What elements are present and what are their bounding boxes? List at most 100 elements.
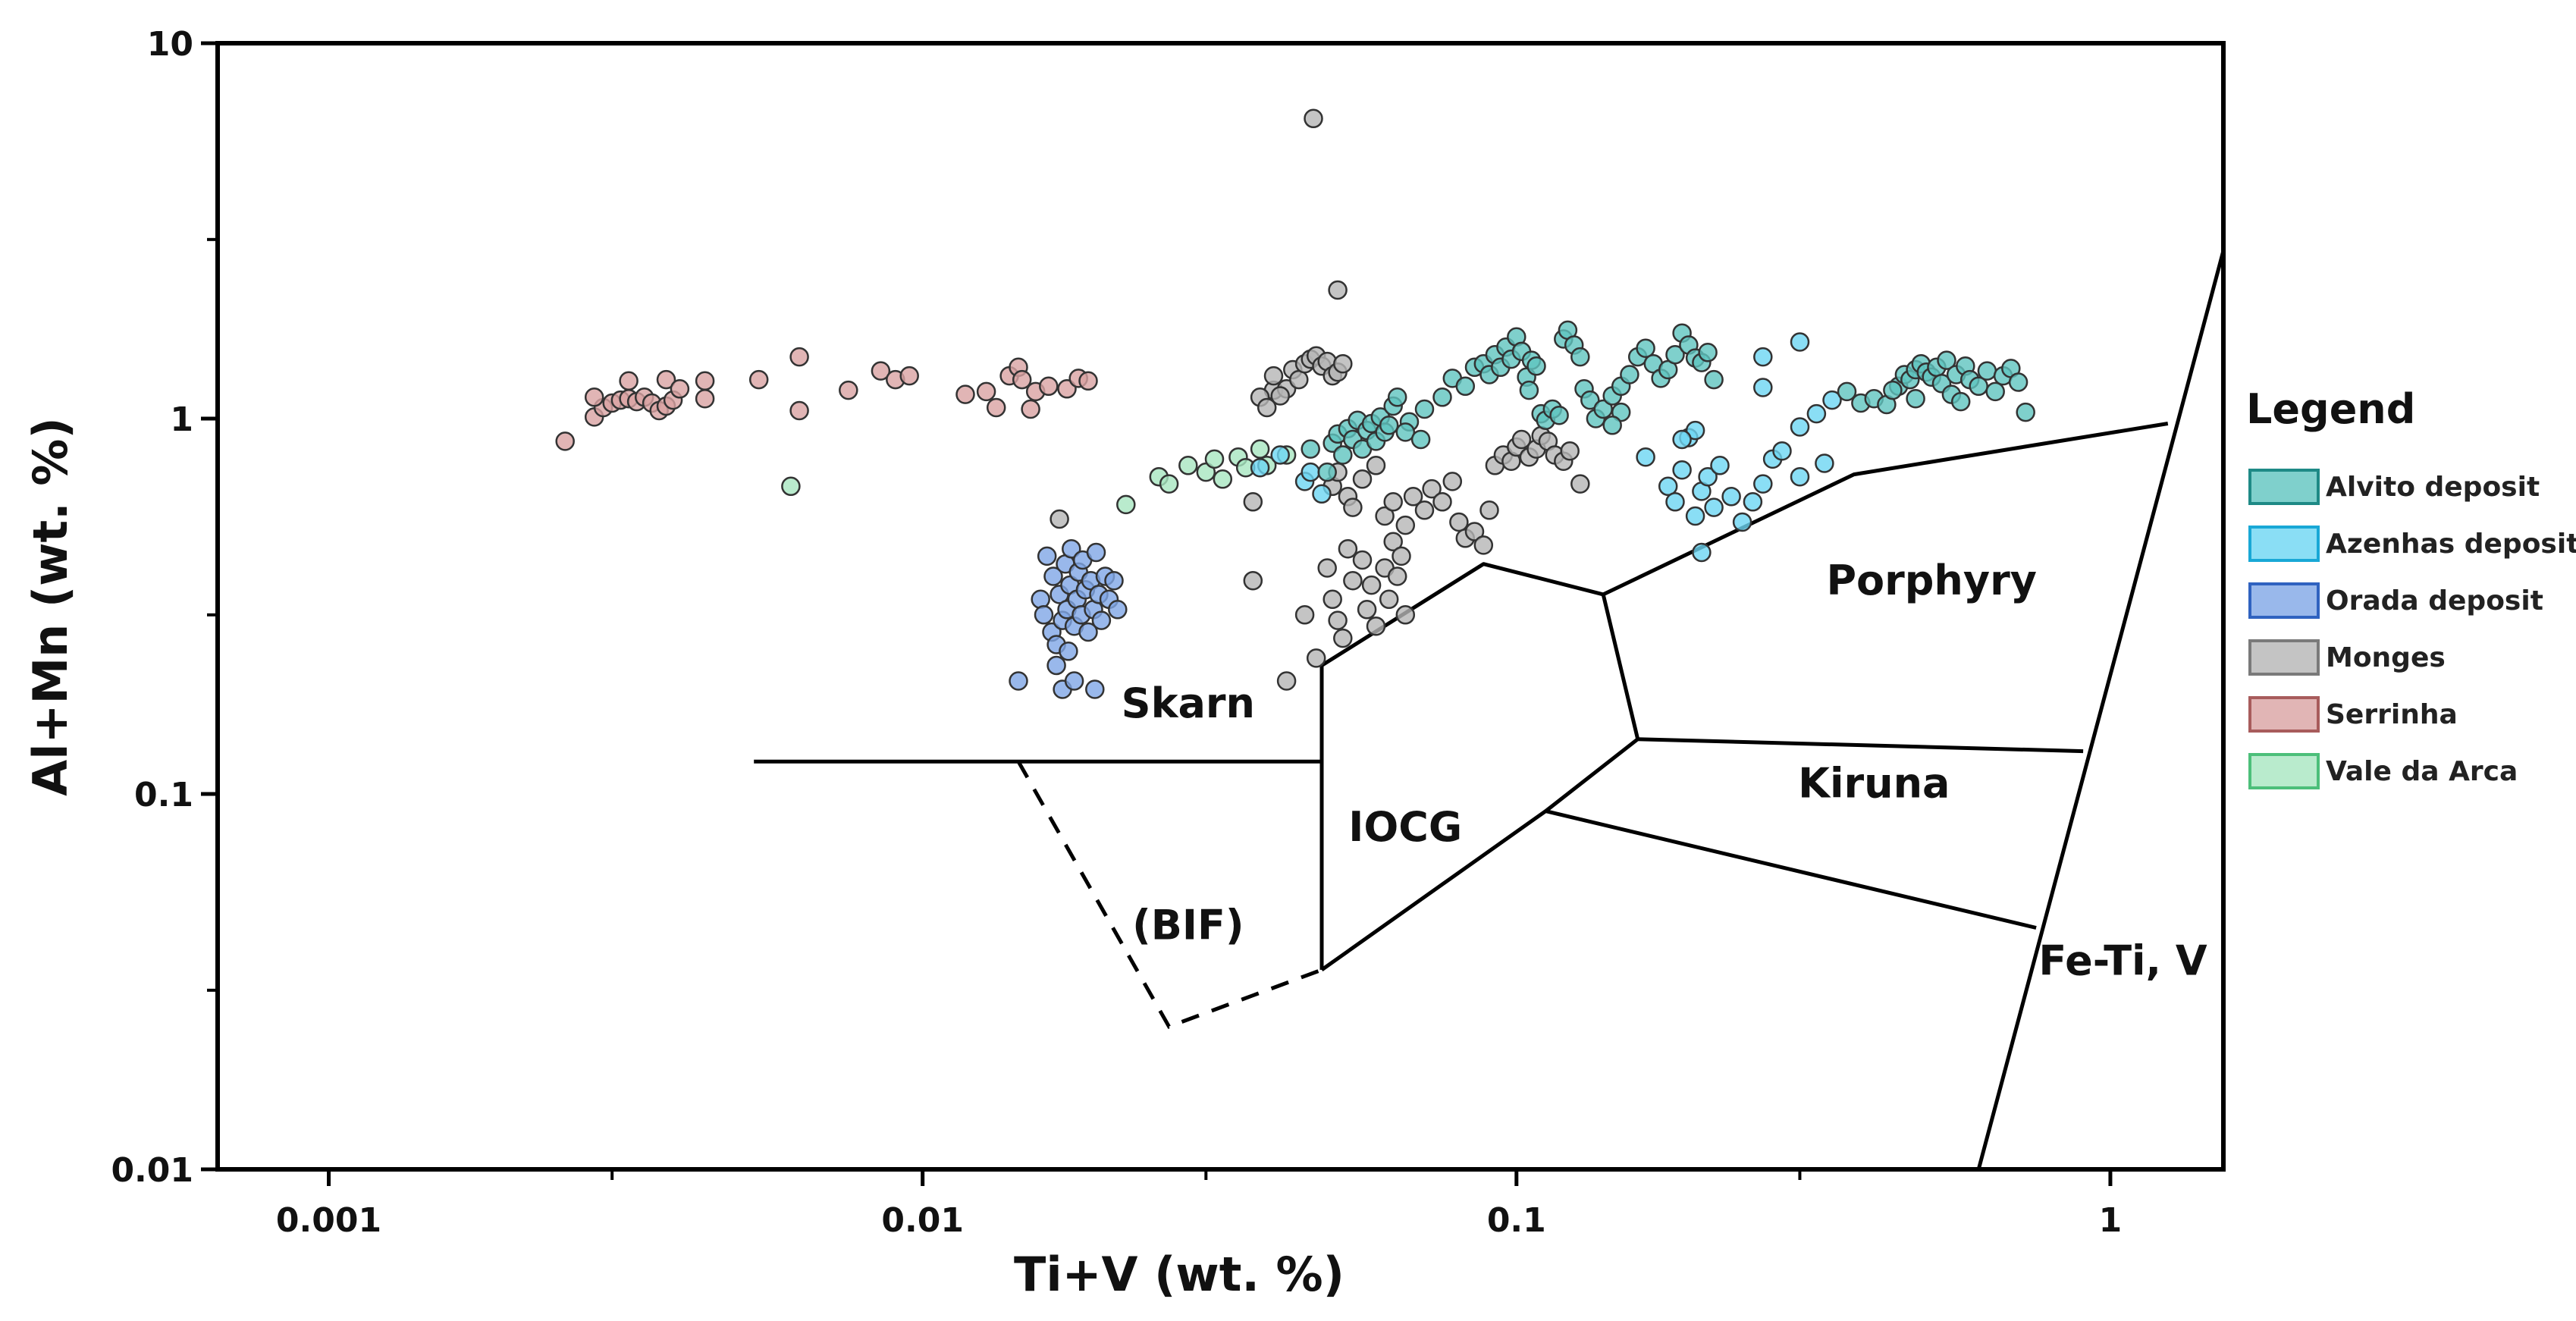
field-boundary-solid	[1976, 250, 2226, 1170]
point-alvito-deposit	[1570, 347, 1590, 367]
point-azenhas-deposit	[1743, 492, 1763, 512]
point-monges	[1328, 280, 1348, 300]
point-monges	[1560, 441, 1580, 461]
point-serrinha	[584, 388, 604, 407]
point-azenhas-deposit	[1672, 429, 1692, 450]
point-monges	[1366, 616, 1386, 636]
point-azenhas-deposit	[1301, 462, 1320, 482]
point-monges	[1395, 515, 1416, 535]
legend-swatch	[2248, 696, 2320, 733]
x-tick-label: 0.1	[1487, 1201, 1546, 1240]
point-monges	[1323, 589, 1342, 610]
point-serrinha	[1021, 399, 1040, 419]
y-tick-label: 0.1	[134, 776, 193, 814]
point-monges	[1511, 429, 1532, 450]
region-label-fe-ti-v: Fe-Ti, V	[2038, 937, 2207, 984]
point-serrinha	[871, 361, 891, 381]
point-monges	[1379, 589, 1399, 610]
point-serrinha	[695, 388, 715, 409]
point-serrinha	[1012, 369, 1032, 390]
point-alvito-deposit	[1620, 365, 1639, 384]
point-alvito-deposit	[1611, 402, 1631, 422]
point-monges	[1294, 605, 1315, 625]
point-monges	[1289, 369, 1309, 390]
point-azenhas-deposit	[1790, 417, 1810, 437]
point-alvito-deposit	[1455, 376, 1476, 397]
point-monges	[1449, 512, 1469, 532]
point-vale-da-arca	[1250, 439, 1270, 459]
x-axis-title: Ti+V (wt. %)	[1014, 1247, 1344, 1302]
point-azenhas-deposit	[1665, 492, 1685, 512]
point-alvito-deposit	[1906, 388, 1925, 409]
point-monges	[1357, 600, 1377, 620]
point-vale-da-arca	[781, 476, 801, 497]
point-orada-deposit	[1034, 605, 1054, 625]
point-alvito-deposit	[1414, 399, 1435, 419]
point-alvito-deposit	[1317, 462, 1337, 482]
data-points	[555, 108, 2035, 699]
point-serrinha	[748, 369, 769, 390]
point-monges	[1270, 386, 1290, 406]
point-azenhas-deposit	[1753, 347, 1773, 367]
point-orada-deposit	[1059, 642, 1078, 661]
region-label-porphyry: Porphyry	[1826, 557, 2036, 604]
legend-swatch	[2248, 469, 2320, 505]
point-azenhas-deposit	[1698, 466, 1718, 487]
point-orada-deposit	[1046, 655, 1066, 676]
point-vale-da-arca	[1159, 474, 1179, 494]
point-alvito-deposit	[1395, 422, 1416, 442]
region-labels: Skarn (BIF) IOCG Porphyry Kiruna Fe-Ti, V	[1122, 557, 2207, 984]
point-azenhas-deposit	[1685, 506, 1705, 526]
field-boundary-solid	[1319, 422, 2169, 970]
y-tick-label: 1	[170, 400, 193, 439]
point-alvito-deposit	[1301, 439, 1320, 459]
x-tick-label: 0.01	[881, 1201, 964, 1240]
point-alvito-deposit	[1379, 416, 1399, 435]
point-serrinha	[789, 347, 809, 367]
point-serrinha	[555, 431, 575, 451]
point-azenhas-deposit	[1636, 447, 1655, 467]
point-alvito-deposit	[1883, 380, 1903, 400]
point-azenhas-deposit	[1312, 484, 1332, 504]
region-label-kiruna: Kiruna	[1798, 759, 1950, 807]
axis-ticks: 0.001 0.01 0.1 1 0.01 0.1 1 10	[111, 25, 2122, 1240]
legend-label: Alvito deposit	[2326, 472, 2540, 503]
point-serrinha	[899, 366, 919, 386]
legend-swatch	[2248, 639, 2320, 676]
point-monges	[1432, 492, 1452, 512]
point-monges	[1383, 532, 1403, 552]
legend-swatch	[2248, 753, 2320, 789]
point-azenhas-deposit	[1250, 457, 1270, 478]
point-alvito-deposit	[1704, 369, 1724, 390]
legend-swatch	[2248, 526, 2320, 562]
y-axis-title: Al+Mn (wt. %)	[23, 417, 78, 795]
point-monges	[1570, 474, 1590, 494]
point-azenhas-deposit	[1732, 512, 1752, 532]
plot-frame	[215, 41, 2226, 1172]
point-monges	[1263, 366, 1284, 386]
point-monges	[1328, 610, 1348, 630]
point-serrinha	[976, 381, 996, 402]
point-vale-da-arca	[1116, 494, 1136, 515]
point-alvito-deposit	[1602, 416, 1622, 435]
point-orada-deposit	[1104, 570, 1124, 591]
point-monges	[1343, 570, 1363, 591]
point-orada-deposit	[1086, 542, 1106, 563]
point-alvito-deposit	[1698, 343, 1718, 362]
field-boundary-dashed	[1016, 761, 1323, 1029]
point-monges	[1366, 456, 1386, 475]
y-tick-label: 10	[147, 25, 193, 64]
point-azenhas-deposit	[1790, 466, 1810, 487]
point-orada-deposit	[1108, 600, 1128, 620]
point-alvito-deposit	[1519, 380, 1539, 400]
region-label-bif: (BIF)	[1132, 902, 1244, 949]
point-orada-deposit	[1064, 671, 1084, 691]
point-serrinha	[1039, 376, 1059, 397]
point-alvito-deposit	[1549, 405, 1569, 425]
legend-label: Serrinha	[2326, 699, 2458, 730]
point-orada-deposit	[1031, 589, 1050, 610]
point-monges	[1387, 566, 1407, 586]
point-alvito-deposit	[1580, 390, 1600, 410]
point-serrinha	[789, 400, 809, 421]
